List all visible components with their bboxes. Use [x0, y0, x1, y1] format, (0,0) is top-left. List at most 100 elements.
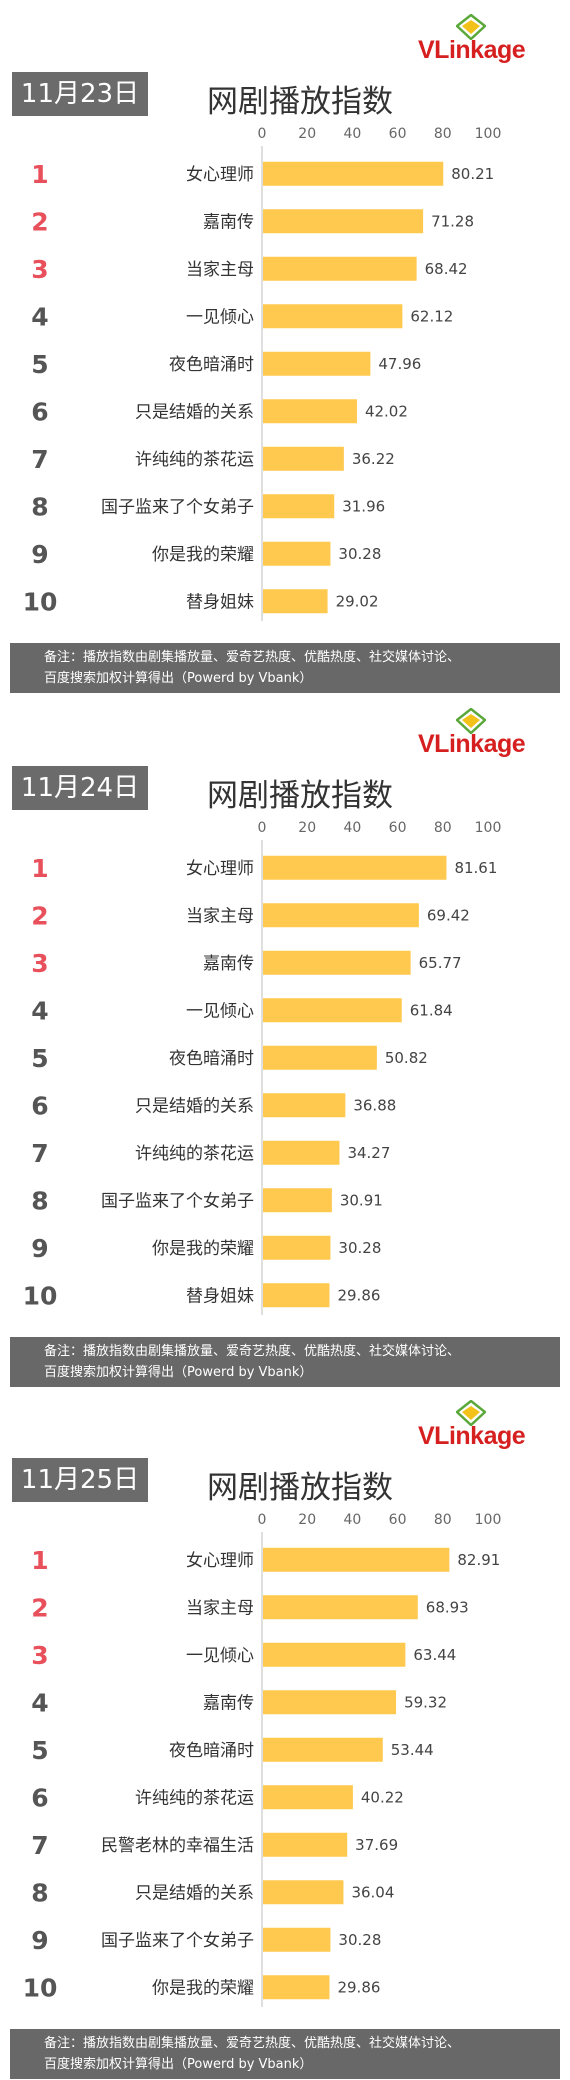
data-label: 53.44: [391, 1741, 434, 1759]
category-label: 你是我的荣耀: [152, 545, 254, 565]
x-tick-label: 80: [434, 126, 452, 142]
category-label: 一见倾心: [186, 307, 254, 327]
rank-number: 9: [31, 1926, 48, 1955]
data-label: 61.84: [410, 1001, 453, 1019]
rank-number: 7: [31, 445, 48, 474]
data-label: 82.91: [457, 1551, 500, 1569]
bar: [263, 209, 424, 234]
chart-panel-2: VLinkage 11月24日 网剧播放指数 0 20 40 60 80 100 1 女心理师…: [0, 694, 570, 1388]
bar-chart: 0 20 40 60 80 100 1 女心理师 81.61 2 当家主母 69.42 3 嘉南传 65.7…: [23, 820, 501, 1315]
data-label: 29.86: [337, 1978, 380, 1996]
category-label: 嘉南传: [203, 954, 254, 974]
rank-number: 6: [31, 1091, 48, 1120]
note-line-1: 备注：播放指数由剧集播放量、爱奇艺热度、优酷热度、社交媒体讨论、: [44, 2036, 461, 2051]
bar: [263, 161, 444, 186]
bar: [263, 1595, 418, 1620]
note-box: 备注：播放指数由剧集播放量、爱奇艺热度、优酷热度、社交媒体讨论、 百度搜索加权计…: [10, 2029, 560, 2079]
rank-number: 6: [31, 1783, 48, 1812]
rank-number: 1: [31, 160, 48, 189]
rank-number: 2: [31, 901, 48, 930]
category-label: 一见倾心: [186, 1001, 254, 1021]
x-tick-label: 20: [298, 1512, 316, 1528]
category-label: 只是结婚的关系: [135, 402, 254, 422]
data-label: 59.32: [404, 1693, 447, 1711]
logo-diamond-icon: [456, 14, 486, 40]
data-label: 68.42: [425, 260, 468, 278]
x-tick-label: 100: [475, 1512, 502, 1528]
category-label: 夜色暗涌时: [169, 1741, 254, 1761]
data-label: 37.69: [355, 1836, 398, 1854]
rank-number: 3: [31, 255, 48, 284]
data-label: 68.93: [426, 1598, 469, 1616]
rank-number: 5: [31, 1736, 48, 1765]
data-label: 50.82: [385, 1049, 428, 1067]
data-label: 36.88: [353, 1096, 396, 1114]
logo-diamond-icon: [456, 1400, 486, 1426]
rank-number: 10: [23, 587, 58, 616]
bar: [263, 950, 411, 975]
bar: [263, 1690, 397, 1715]
data-label: 69.42: [427, 906, 470, 924]
bar: [263, 1927, 331, 1952]
data-label: 30.28: [338, 1931, 381, 1949]
data-label: 34.27: [347, 1144, 390, 1162]
x-tick-label: 40: [343, 1512, 361, 1528]
logo-text: VLinkage: [418, 730, 526, 758]
bar: [263, 256, 417, 281]
rank-number: 9: [31, 1234, 48, 1263]
bar: [263, 1975, 330, 2000]
rank-number: 4: [31, 996, 48, 1025]
bar: [263, 1283, 330, 1308]
note-line-2: 百度搜索加权计算得出（Powerd by Vbank）: [44, 671, 313, 686]
date-badge: 11月24日: [12, 766, 148, 810]
rank-number: 7: [31, 1139, 48, 1168]
category-label: 女心理师: [186, 859, 254, 879]
bar-chart: 0 20 40 60 80 100 1 女心理师 82.91 2 当家主母 68.93 3 一见倾心 63.…: [23, 1512, 502, 2007]
x-tick-label: 80: [434, 1512, 452, 1528]
category-label: 许纯纯的茶花运: [135, 1788, 254, 1808]
bar: [263, 1880, 344, 1905]
category-label: 国子监来了个女弟子: [101, 1931, 254, 1951]
x-tick-label: 0: [258, 1512, 267, 1528]
vlinkage-logo: VLinkage: [418, 14, 548, 64]
note-line-1: 备注：播放指数由剧集播放量、爱奇艺热度、优酷热度、社交媒体讨论、: [44, 650, 461, 665]
x-tick-label: 100: [475, 126, 502, 142]
x-tick-label: 60: [389, 126, 407, 142]
category-label: 一见倾心: [186, 1646, 254, 1666]
bar: [263, 1188, 332, 1213]
rank-number: 2: [31, 207, 48, 236]
rank-number: 1: [31, 854, 48, 883]
data-label: 63.44: [413, 1646, 456, 1664]
category-label: 替身姐妹: [186, 592, 254, 612]
rank-number: 9: [31, 540, 48, 569]
date-badge: 11月25日: [12, 1458, 148, 1502]
x-tick-label: 0: [258, 126, 267, 142]
rank-number: 10: [23, 1973, 58, 2002]
rank-number: 5: [31, 350, 48, 379]
date-badge: 11月23日: [12, 72, 148, 116]
rank-number: 5: [31, 1044, 48, 1073]
note-box: 备注：播放指数由剧集播放量、爱奇艺热度、优酷热度、社交媒体讨论、 百度搜索加权计…: [10, 1337, 560, 1387]
data-label: 40.22: [361, 1788, 404, 1806]
rank-number: 2: [31, 1593, 48, 1622]
data-label: 47.96: [378, 355, 421, 373]
chart-title: 网剧播放指数: [207, 1470, 393, 1506]
data-label: 42.02: [365, 402, 408, 420]
category-label: 只是结婚的关系: [135, 1883, 254, 1903]
x-tick-label: 60: [389, 820, 407, 836]
bar: [263, 1785, 353, 1810]
chart-title: 网剧播放指数: [207, 84, 393, 120]
category-label: 许纯纯的茶花运: [135, 1144, 254, 1164]
category-label: 夜色暗涌时: [169, 1049, 254, 1069]
logo-text: VLinkage: [418, 1422, 526, 1450]
category-label: 女心理师: [186, 1551, 254, 1571]
rank-number: 4: [31, 1688, 48, 1717]
bar: [263, 855, 447, 880]
category-label: 当家主母: [186, 260, 254, 280]
bar: [263, 1832, 348, 1857]
rank-number: 1: [31, 1546, 48, 1575]
x-tick-label: 20: [298, 820, 316, 836]
bar: [263, 351, 371, 376]
category-label: 当家主母: [186, 1598, 254, 1618]
data-label: 36.04: [351, 1883, 394, 1901]
